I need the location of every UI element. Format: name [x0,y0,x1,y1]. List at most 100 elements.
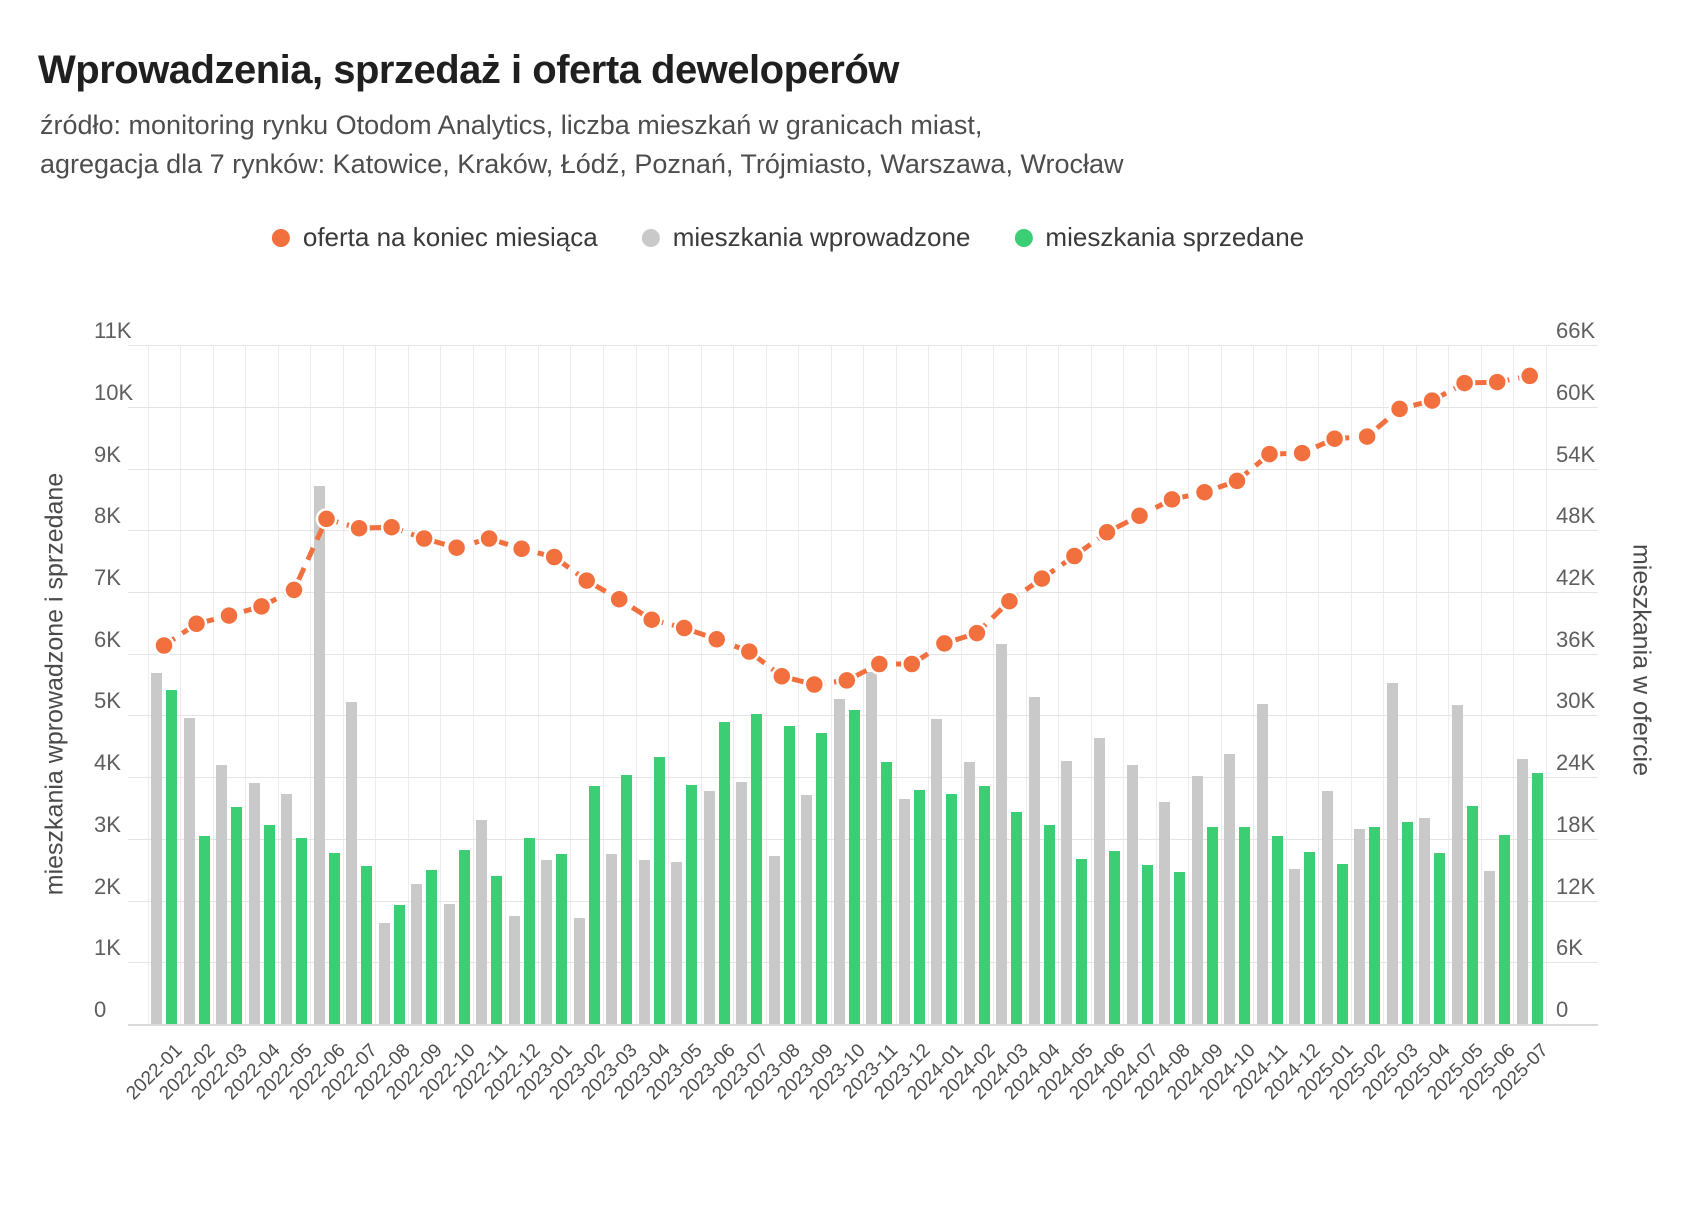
bar-wprowadzone-2022-04[interactable] [248,783,260,1024]
bar-sprzedane-2023-06[interactable] [718,721,730,1024]
point-oferta-2023-01[interactable] [543,546,565,568]
point-oferta-2022-01[interactable] [153,634,175,657]
point-oferta-2024-12[interactable] [1291,442,1313,464]
point-oferta-2025-05[interactable] [1453,372,1476,394]
bar-wprowadzone-2024-04[interactable] [1028,696,1040,1024]
bar-wprowadzone-2024-11[interactable] [1256,703,1268,1024]
bar-sprzedane-2024-08[interactable] [1174,872,1185,1024]
bar-wprowadzone-2023-05[interactable] [671,861,683,1024]
bar-wprowadzone-2024-12[interactable] [1289,869,1301,1024]
bar-wprowadzone-2025-03[interactable] [1386,683,1398,1024]
legend-item-sprzedane[interactable]: mieszkania sprzedane [1014,222,1304,253]
point-oferta-2024-01[interactable] [933,632,956,655]
bar-sprzedane-2023-04[interactable] [653,757,665,1024]
bar-sprzedane-2023-03[interactable] [621,775,633,1024]
bar-wprowadzone-2022-06[interactable] [313,485,325,1024]
bar-sprzedane-2022-07[interactable] [361,866,373,1024]
point-oferta-2022-11[interactable] [478,527,500,550]
bar-sprzedane-2022-02[interactable] [198,835,210,1024]
point-oferta-2023-06[interactable] [705,628,728,651]
bar-sprzedane-2024-11[interactable] [1271,836,1283,1024]
point-oferta-2023-04[interactable] [640,608,663,631]
point-oferta-2024-03[interactable] [998,590,1021,612]
point-oferta-2022-03[interactable] [218,604,240,627]
bar-sprzedane-2022-12[interactable] [523,838,535,1024]
bar-sprzedane-2022-05[interactable] [296,838,307,1024]
bar-wprowadzone-2022-07[interactable] [346,701,358,1024]
point-oferta-2023-09[interactable] [803,673,826,696]
bar-wprowadzone-2023-11[interactable] [866,671,878,1024]
bar-wprowadzone-2025-04[interactable] [1419,817,1431,1024]
point-oferta-2025-01[interactable] [1323,427,1346,450]
point-oferta-2024-11[interactable] [1258,443,1281,465]
bar-wprowadzone-2023-10[interactable] [833,698,845,1024]
bar-wprowadzone-2023-01[interactable] [541,859,553,1024]
point-oferta-2024-05[interactable] [1063,545,1086,567]
bar-wprowadzone-2022-12[interactable] [508,916,520,1024]
point-oferta-2025-02[interactable] [1356,425,1378,448]
legend-item-wprowadzone[interactable]: mieszkania wprowadzone [641,222,970,253]
bar-sprzedane-2022-03[interactable] [231,806,242,1024]
bar-sprzedane-2022-09[interactable] [426,869,438,1024]
point-oferta-2022-09[interactable] [413,527,435,550]
point-oferta-2023-05[interactable] [673,617,695,639]
bar-sprzedane-2025-07[interactable] [1531,773,1543,1024]
bar-sprzedane-2022-10[interactable] [458,849,470,1024]
point-oferta-2024-10[interactable] [1226,470,1248,492]
point-oferta-2024-08[interactable] [1161,488,1183,511]
point-oferta-2025-07[interactable] [1518,365,1541,387]
point-oferta-2022-05[interactable] [283,579,305,601]
bar-wprowadzone-2023-08[interactable] [768,856,780,1024]
bar-wprowadzone-2024-03[interactable] [996,643,1008,1024]
bar-wprowadzone-2023-12[interactable] [898,798,910,1024]
bar-wprowadzone-2024-02[interactable] [963,762,975,1024]
bar-wprowadzone-2023-06[interactable] [703,790,715,1024]
bar-sprzedane-2023-08[interactable] [783,725,795,1024]
point-oferta-2022-08[interactable] [380,516,403,538]
bar-wprowadzone-2022-02[interactable] [183,717,195,1024]
bar-sprzedane-2024-03[interactable] [1011,811,1023,1024]
point-oferta-2024-06[interactable] [1096,521,1118,544]
bar-sprzedane-2022-04[interactable] [263,824,275,1024]
bar-sprzedane-2024-12[interactable] [1304,852,1316,1024]
bar-sprzedane-2025-05[interactable] [1466,805,1478,1024]
bar-sprzedane-2022-06[interactable] [328,853,340,1024]
bar-wprowadzone-2022-05[interactable] [281,793,292,1024]
point-oferta-2022-04[interactable] [250,595,273,618]
bar-wprowadzone-2022-03[interactable] [216,765,227,1024]
bar-sprzedane-2024-07[interactable] [1141,865,1153,1024]
bar-sprzedane-2025-04[interactable] [1434,853,1446,1024]
point-oferta-2023-02[interactable] [575,569,598,592]
bar-wprowadzone-2022-10[interactable] [443,903,455,1024]
bar-sprzedane-2025-01[interactable] [1336,864,1348,1024]
bar-sprzedane-2023-11[interactable] [881,762,893,1024]
bar-sprzedane-2024-06[interactable] [1109,851,1120,1024]
bar-sprzedane-2024-02[interactable] [978,785,990,1024]
bar-wprowadzone-2024-07[interactable] [1126,765,1138,1024]
bar-wprowadzone-2025-05[interactable] [1451,704,1463,1024]
bar-wprowadzone-2024-05[interactable] [1061,761,1073,1024]
bar-sprzedane-2023-02[interactable] [588,785,600,1024]
point-oferta-2022-02[interactable] [185,613,208,635]
point-oferta-2023-12[interactable] [901,653,923,675]
bar-wprowadzone-2024-01[interactable] [931,718,943,1024]
bar-sprzedane-2025-06[interactable] [1499,835,1511,1024]
bar-wprowadzone-2024-09[interactable] [1191,775,1203,1024]
bar-sprzedane-2023-01[interactable] [556,853,568,1024]
point-oferta-2024-02[interactable] [966,622,988,644]
point-oferta-2024-09[interactable] [1193,481,1216,503]
bar-wprowadzone-2023-07[interactable] [736,782,748,1024]
bar-wprowadzone-2022-11[interactable] [476,819,488,1024]
bar-wprowadzone-2022-01[interactable] [151,673,162,1024]
bar-sprzedane-2022-11[interactable] [491,875,503,1024]
bar-sprzedane-2024-04[interactable] [1043,825,1055,1024]
bar-sprzedane-2024-09[interactable] [1206,827,1218,1024]
bar-sprzedane-2023-07[interactable] [751,713,763,1024]
bar-sprzedane-2023-10[interactable] [848,709,860,1024]
point-oferta-2023-08[interactable] [771,665,793,688]
bar-wprowadzone-2023-09[interactable] [801,795,813,1024]
point-oferta-2022-12[interactable] [510,538,533,560]
bar-sprzedane-2025-03[interactable] [1401,821,1413,1024]
bar-sprzedane-2022-08[interactable] [393,904,405,1024]
bar-wprowadzone-2024-06[interactable] [1094,737,1105,1024]
